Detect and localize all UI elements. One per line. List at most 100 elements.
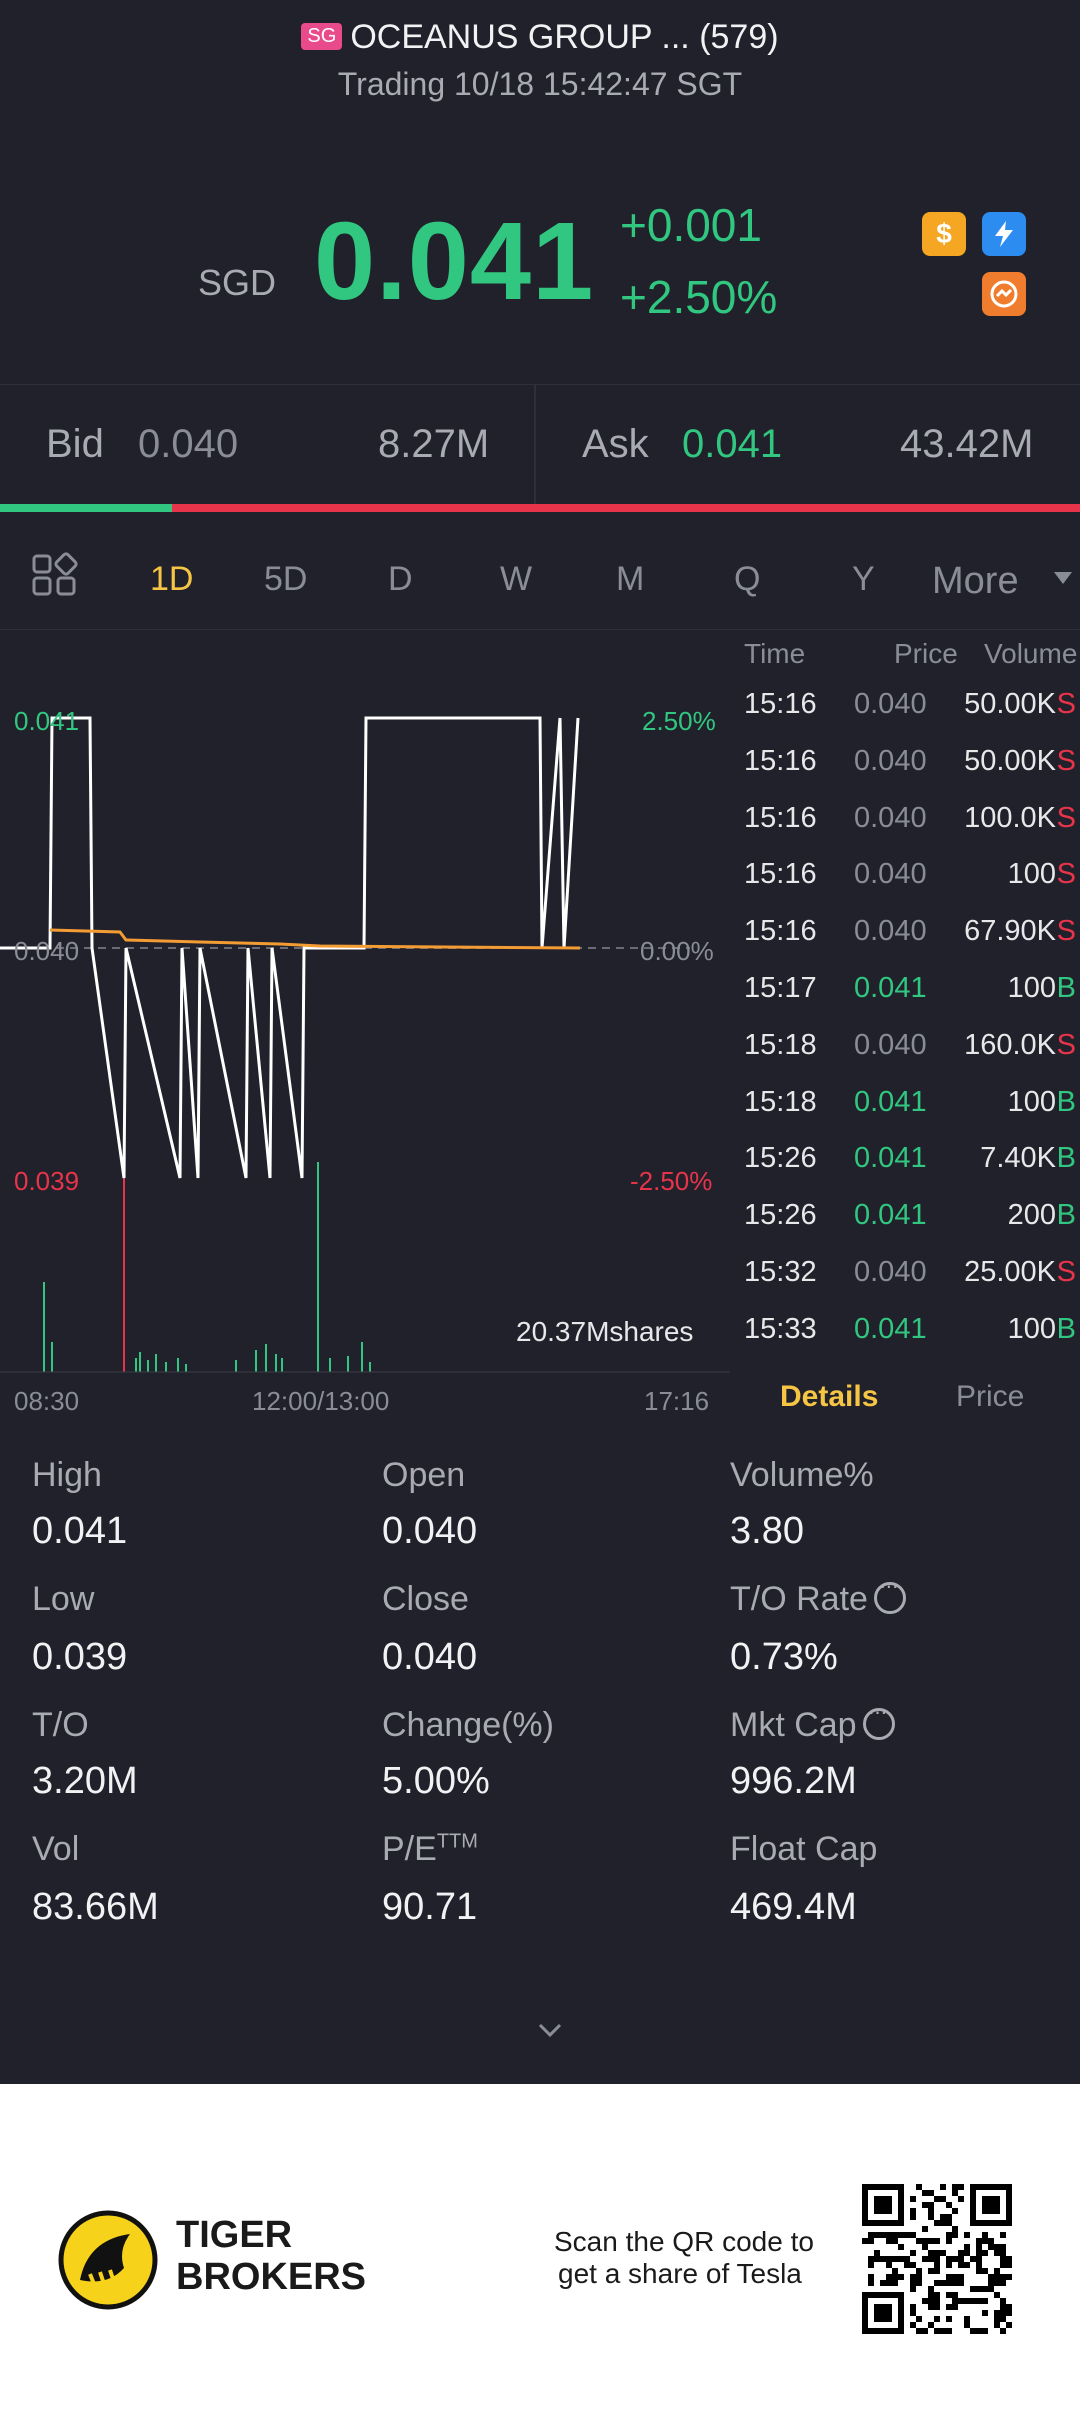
more-info-icon[interactable]: [873, 1573, 906, 1614]
divider: [534, 384, 536, 508]
tab-y[interactable]: Y: [852, 560, 875, 598]
stat-label-close: Close: [382, 1580, 469, 1618]
bid-ask-ratio-bar: [0, 504, 1080, 512]
layout-grid-icon[interactable]: [32, 552, 78, 598]
stat-label-volume-pct: Volume%: [730, 1456, 874, 1494]
tick-volume: 67.90K: [964, 915, 1056, 948]
tick-volume: 100.0K: [964, 801, 1056, 834]
price-series-line: [0, 716, 580, 1179]
stat-label-change-pct: Change(%): [382, 1706, 554, 1744]
intraday-chart[interactable]: 0.041 0.040 0.039 2.50% 0.00% -2.50% 20.…: [0, 630, 730, 1416]
tick-row: 15:17 0.041 100 B: [730, 972, 1080, 1029]
ticks-header-time: Time: [744, 638, 806, 669]
tick-volume: 100: [1007, 972, 1056, 1004]
tick-time: 15:18: [744, 1028, 817, 1061]
x-axis-end: 17:16: [644, 1386, 710, 1416]
tick-volume: 50.00K: [964, 688, 1056, 720]
header: SG OCEANUS GROUP ... (579) Trading 10/18 …: [0, 0, 1080, 120]
stat-value-mkt-cap: 996.2M: [730, 1760, 857, 1802]
tick-volume: 7.40K: [980, 1142, 1056, 1175]
tick-side: B: [1056, 1085, 1076, 1118]
tick-row: 15:26 0.041 200 B: [730, 1199, 1080, 1256]
tab-w[interactable]: W: [500, 560, 533, 598]
tick-time: 15:16: [744, 915, 817, 948]
average-price-line: [49, 928, 581, 950]
stat-value-float-cap: 469.4M: [730, 1886, 857, 1928]
ask-price: 0.041: [682, 422, 783, 466]
tab-d[interactable]: D: [388, 560, 413, 598]
tab-details[interactable]: Details: [780, 1380, 879, 1413]
tick-side: S: [1056, 801, 1076, 834]
y-axis-mid: 0.040: [14, 936, 80, 966]
mkt-cap-text: Mkt Cap: [730, 1706, 857, 1744]
pct-axis-high: 2.50%: [642, 706, 716, 736]
tick-price: 0.040: [854, 688, 927, 720]
stat-value-high: 0.041: [32, 1510, 128, 1552]
ticks-tabs: Details Price: [730, 1380, 1080, 1420]
stat-label-open: Open: [382, 1456, 466, 1494]
pe-superscript: TTM: [436, 1830, 478, 1853]
tick-row: 15:32 0.040 25.00K S: [730, 1256, 1080, 1313]
tab-more[interactable]: More: [932, 560, 1019, 602]
price-change-percent: +2.50%: [620, 271, 778, 323]
dollar-icon[interactable]: $: [922, 212, 966, 256]
tick-time: 15:32: [744, 1256, 817, 1288]
period-tabs: 1D 5D D W M Q Y More: [0, 530, 1080, 630]
ask-size: 43.42M: [900, 422, 1034, 466]
tab-5d[interactable]: 5D: [264, 560, 308, 598]
ask-label: Ask: [582, 422, 649, 466]
tick-row: 15:16 0.040 100 S: [730, 858, 1080, 915]
promo-text-line2: get a share of Tesla: [558, 2258, 802, 2289]
tick-price: 0.040: [854, 801, 927, 834]
chevron-down-icon[interactable]: [1054, 572, 1072, 584]
tick-time: 15:17: [744, 972, 817, 1004]
tab-q[interactable]: Q: [734, 560, 761, 598]
pct-axis-mid: 0.00%: [640, 936, 714, 966]
chart-canvas: [0, 716, 730, 1373]
tick-side: S: [1056, 688, 1076, 720]
stat-value-turnover-rate: 0.73%: [730, 1636, 838, 1678]
stat-label-turnover-rate: T/O Rate: [730, 1573, 906, 1619]
tick-volume: 100: [1007, 1085, 1056, 1118]
tab-1d[interactable]: 1D: [150, 560, 194, 598]
more-info-icon[interactable]: [862, 1699, 895, 1740]
tick-side: S: [1056, 915, 1076, 948]
tick-side: B: [1056, 972, 1076, 1004]
promo-text-line1: Scan the QR code to: [554, 2226, 814, 2257]
qr-code[interactable]: [862, 2184, 1012, 2334]
stat-label-mkt-cap: Mkt Cap: [730, 1699, 895, 1745]
volume-label: 20.37Mshares: [516, 1316, 694, 1347]
y-axis-high: 0.041: [14, 706, 80, 736]
ticks-header-volume: Volume: [984, 638, 1078, 669]
tick-time: 15:16: [744, 744, 817, 777]
tick-row: 15:16 0.040 50.00K S: [730, 688, 1080, 745]
stat-label-low: Low: [32, 1580, 95, 1618]
price-change: +0.001: [620, 199, 762, 251]
x-axis-mid: 12:00/13:00: [252, 1386, 390, 1416]
tick-row: 15:16 0.040 50.00K S: [730, 745, 1080, 802]
tick-side: B: [1056, 1142, 1076, 1175]
swap-icon[interactable]: [982, 272, 1026, 316]
stat-label-vol: Vol: [32, 1830, 80, 1868]
tick-side: B: [1056, 1312, 1076, 1345]
tab-price[interactable]: Price: [956, 1380, 1025, 1413]
chevron-down-icon[interactable]: [536, 2016, 564, 2044]
stock-title: SG OCEANUS GROUP ... (579): [0, 18, 1080, 57]
brand-name-line1: TIGER: [176, 2214, 293, 2256]
promo-footer: TIGER BROKERS Scan the QR code to get a …: [0, 2084, 1080, 2429]
time-and-sales[interactable]: Time Price Volume 15:16 0.040 50.00K S 15:16…: [730, 630, 1080, 1370]
stock-name: OCEANUS GROUP ... (579): [350, 18, 779, 56]
tick-row: 15:16 0.040 100.0K S: [730, 802, 1080, 859]
tick-time: 15:33: [744, 1312, 817, 1345]
ticks-header-price: Price: [894, 638, 958, 669]
tick-price: 0.041: [854, 1312, 927, 1345]
last-price: 0.041: [314, 200, 595, 323]
tick-price: 0.040: [854, 1028, 927, 1061]
flash-icon[interactable]: [982, 212, 1026, 256]
x-axis-start: 08:30: [14, 1386, 80, 1416]
stat-label-turnover: T/O: [32, 1706, 89, 1744]
currency-label: SGD: [198, 262, 277, 303]
tab-m[interactable]: M: [616, 560, 645, 598]
tick-price: 0.040: [854, 1256, 927, 1288]
stat-label-pe: P/ETTM: [382, 1830, 478, 1869]
